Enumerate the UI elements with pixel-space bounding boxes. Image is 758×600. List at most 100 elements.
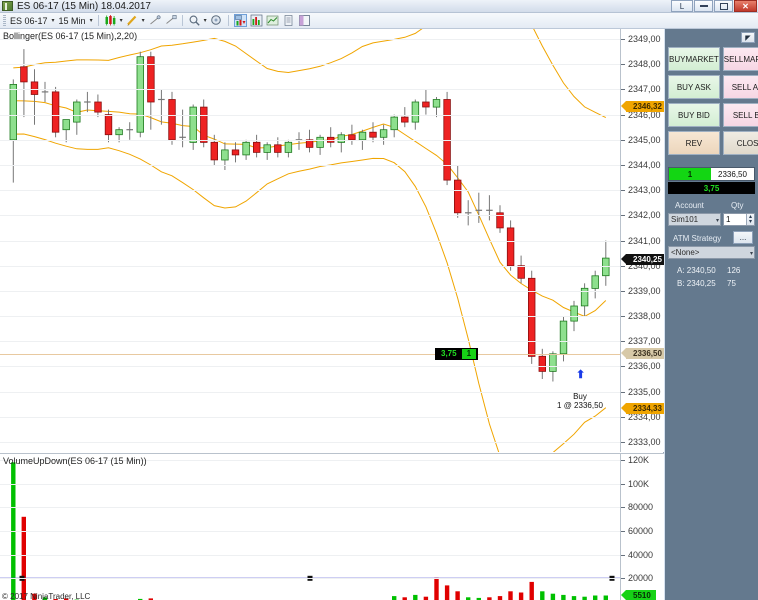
properties-icon[interactable] xyxy=(282,14,295,27)
candle-body xyxy=(210,141,218,161)
maximize-button[interactable] xyxy=(714,0,733,12)
chevron-down-icon[interactable]: ▾ xyxy=(51,18,55,24)
panel-icon[interactable] xyxy=(298,14,311,27)
button-label-line: MARKET xyxy=(685,54,719,64)
stepper-arrows[interactable]: ▴ ▾ xyxy=(746,214,754,225)
volume-last-tag[interactable]: 5510 xyxy=(621,590,656,600)
price-tick: 2335,00 xyxy=(620,387,664,398)
volume-bar xyxy=(455,591,460,600)
price-tick: 2344,00 xyxy=(620,160,664,171)
volume-bar xyxy=(550,593,556,600)
volume-axis[interactable]: 120K100K8000060000400002000005510 xyxy=(620,453,664,600)
gridline xyxy=(0,316,620,317)
collapse-arrow-icon[interactable]: ◤ xyxy=(741,32,755,43)
zoom-tool-icon[interactable] xyxy=(188,14,201,27)
chevron-down-icon[interactable]: ▾ xyxy=(749,251,753,257)
gridline xyxy=(0,64,620,66)
close-position-button[interactable]: CLOSE xyxy=(722,131,758,155)
account-select[interactable]: Sim101 ▾ xyxy=(668,213,721,226)
button-label-line: SELL xyxy=(723,54,744,64)
candle-body xyxy=(252,141,261,153)
price-tick: 2333,00 xyxy=(620,437,664,448)
ray-tool-icon[interactable] xyxy=(164,14,177,27)
price-axis[interactable]: 2349,00 2348,00 2347,00 2346,00 2345,00 2344,… xyxy=(620,29,664,452)
candle-body xyxy=(580,287,589,307)
price-tick: 2342,00 xyxy=(620,210,664,221)
chevron-down-icon[interactable]: ▾ xyxy=(203,18,207,24)
volume-tick-label: 60000 xyxy=(628,526,654,536)
gridline xyxy=(0,215,620,217)
reverse-button[interactable]: REV xyxy=(668,131,720,155)
volume-bar xyxy=(603,595,608,600)
candle-body xyxy=(9,84,17,141)
price-tick: 2347,00 xyxy=(620,84,664,95)
sell-market-button[interactable]: SELLMARKET xyxy=(722,47,758,71)
price-tick-label: 2336,00 xyxy=(628,361,661,372)
volume-bar xyxy=(593,595,598,600)
indicators-icon[interactable] xyxy=(250,14,263,27)
gridline xyxy=(0,554,620,556)
volume-bar xyxy=(582,596,587,600)
position-pnl-badge[interactable]: 3,75 1 xyxy=(435,347,479,360)
buy-arrow-up-icon: ⬆ xyxy=(576,369,586,382)
chart-trader-icon[interactable] xyxy=(266,14,279,27)
price-tick: 2340,00 xyxy=(620,261,664,272)
volume-pane[interactable]: VolumeUpDown(ES 06-17 (15 Min)) xyxy=(0,453,620,600)
candle-body xyxy=(517,265,525,279)
pencil-draw-icon[interactable] xyxy=(126,14,139,27)
line-tool-icon[interactable] xyxy=(148,14,161,27)
volume-bar xyxy=(64,598,69,600)
candle-body xyxy=(401,116,409,123)
candle-body xyxy=(559,320,568,355)
candle-body xyxy=(453,179,462,214)
data-series-icon[interactable] xyxy=(233,14,247,27)
button-label-line: REV xyxy=(685,138,703,148)
atm-strategy-browse-button[interactable]: ... xyxy=(733,231,753,244)
button-label-line: BUY xyxy=(669,54,686,64)
price-tick: 2343,00 xyxy=(620,185,664,196)
volume-bar xyxy=(413,594,418,600)
bollinger-lower-tag[interactable]: 2334,33 xyxy=(621,402,664,414)
quantity-stepper[interactable]: 1 ▴ ▾ xyxy=(723,213,755,226)
gridline xyxy=(0,441,620,443)
chevron-down-icon[interactable]: ▾ xyxy=(715,218,719,224)
chevron-down-icon[interactable]: ▾ xyxy=(89,18,93,24)
candle-body xyxy=(538,355,546,372)
candle-body xyxy=(231,149,240,156)
buy-ask-button[interactable]: BUY ASK xyxy=(668,75,720,99)
candle-body xyxy=(189,106,197,143)
price-pane[interactable]: Bollinger(ES 06-17 (15 Min),2,20) 3,75 1 ⬆… xyxy=(0,29,620,452)
bollinger-upper-tag[interactable]: 2346,32 xyxy=(621,101,664,113)
chevron-down-icon[interactable]: ▾ xyxy=(141,18,145,24)
atm-strategy-select[interactable]: <None> ▾ xyxy=(668,246,755,259)
position-row: 1 2336,50 xyxy=(668,167,755,181)
volume-tick-label: 40000 xyxy=(628,549,654,560)
position-price-line[interactable] xyxy=(0,353,620,355)
toolbar-grip[interactable] xyxy=(3,15,6,26)
minimize-button[interactable] xyxy=(694,0,713,12)
buy-market-button[interactable]: BUY MARKET xyxy=(668,47,720,71)
copyright-label: © 2017 NinjaTrader, LLC xyxy=(2,592,91,600)
instrument-selector[interactable]: ES 06-17 xyxy=(10,15,48,26)
buy-bid-button[interactable]: BUY BID xyxy=(668,103,720,127)
last-price-tag[interactable]: 2340,25 xyxy=(621,253,664,265)
chevron-down-icon[interactable]: ▾ xyxy=(119,18,123,24)
interval-selector[interactable]: 15 Min xyxy=(58,15,86,26)
sell-bid-button[interactable]: SELL BID xyxy=(722,103,758,127)
candle-body xyxy=(147,56,155,103)
volume-tick: 120K xyxy=(620,455,664,466)
price-tick-label: 2348,00 xyxy=(628,59,661,70)
candlestick-type-icon[interactable] xyxy=(104,14,117,27)
volume-bar xyxy=(402,597,407,600)
price-tick: 2349,00 xyxy=(620,34,664,45)
sell-ask-button[interactable]: SELL ASK xyxy=(722,75,758,99)
gridline xyxy=(0,416,620,418)
close-button[interactable]: ✕ xyxy=(734,0,757,12)
gridline xyxy=(0,240,620,242)
price-tick-label: 2339,00 xyxy=(628,285,661,296)
position-price-tag[interactable]: 2336,50 xyxy=(621,348,664,360)
layout-button[interactable]: L xyxy=(671,0,693,12)
price-tick-label: 2333,00 xyxy=(628,436,661,447)
magnifier-icon[interactable] xyxy=(210,14,223,27)
candle-body xyxy=(168,99,176,141)
